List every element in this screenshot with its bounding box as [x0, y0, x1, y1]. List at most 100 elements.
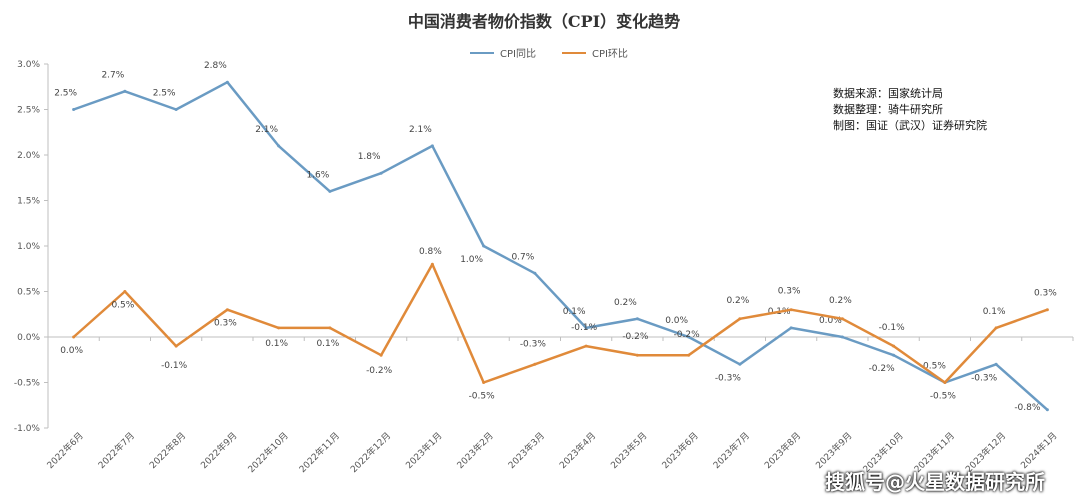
source-line: 数据来源：国家统计局 [833, 87, 943, 100]
data-label-yoy: 0.0% [819, 316, 842, 326]
data-label-mom: -0.1% [161, 361, 188, 371]
data-label-yoy: -0.8% [1014, 403, 1041, 413]
data-point-mom [840, 317, 844, 321]
data-label-mom: 0.0% [60, 346, 83, 356]
x-tick-label: 2023年7月 [711, 430, 752, 471]
data-label-yoy: -0.5% [920, 362, 947, 372]
data-label-yoy: 1.0% [460, 255, 483, 265]
data-label-mom: 0.5% [111, 301, 134, 311]
data-label-yoy: 1.6% [306, 170, 329, 180]
x-tick-label: 2023年2月 [454, 430, 495, 471]
data-point-mom [430, 262, 434, 266]
data-label-yoy: 2.5% [54, 89, 77, 99]
data-label-mom: 0.2% [726, 296, 749, 306]
source-line: 制图：国证（武汉）证券研究院 [833, 119, 987, 132]
source-line: 数据整理：骑牛研究所 [833, 103, 943, 116]
legend: CPI同比 CPI环比 [470, 45, 628, 60]
legend-label-yoy: CPI同比 [500, 49, 536, 60]
legend-item-mom: CPI环比 [561, 45, 628, 60]
data-point-mom [1045, 308, 1049, 312]
data-label-yoy: 0.0% [665, 316, 688, 326]
legend-swatch-mom [561, 51, 586, 54]
data-point-yoy [1045, 408, 1049, 412]
data-point-yoy [789, 326, 793, 330]
y-tick-label: 1.0% [17, 242, 40, 252]
x-tick-label: 2022年8月 [147, 430, 188, 471]
data-label-yoy: 2.7% [101, 70, 124, 80]
data-point-mom [738, 317, 742, 321]
data-point-mom [277, 326, 281, 330]
data-label-yoy: 0.7% [511, 252, 534, 262]
data-point-yoy [584, 326, 588, 330]
data-label-yoy: -0.3% [971, 373, 998, 383]
data-point-mom [789, 308, 793, 312]
data-label-yoy: 0.1% [563, 307, 586, 317]
y-tick-label: 2.0% [17, 151, 40, 161]
data-point-yoy [225, 80, 229, 84]
data-point-yoy [687, 335, 691, 339]
data-point-yoy [277, 144, 281, 148]
data-point-yoy [482, 244, 486, 248]
x-tick-label: 2023年3月 [506, 430, 547, 471]
x-tick-label: 2022年11月 [296, 430, 342, 476]
data-point-mom [174, 344, 178, 348]
data-point-yoy [738, 362, 742, 366]
watermark: 搜狐号@火星数据研究所 [825, 470, 1045, 494]
data-point-mom [533, 362, 537, 366]
data-point-yoy [174, 108, 178, 111]
data-label-mom: 0.1% [265, 339, 288, 349]
legend-item-yoy: CPI同比 [470, 45, 536, 60]
data-label-yoy: 0.2% [614, 298, 637, 308]
data-point-mom [482, 381, 486, 384]
data-point-mom [123, 290, 127, 293]
data-point-mom [379, 353, 383, 357]
data-point-mom [687, 353, 691, 357]
x-tick-label: 2022年7月 [96, 430, 137, 471]
data-point-mom [892, 344, 896, 348]
data-point-mom [225, 308, 229, 312]
data-label-mom: -0.3% [520, 339, 547, 349]
x-tick-label: 2023年6月 [659, 430, 700, 471]
y-tick-label: 2.5% [17, 106, 40, 116]
data-label-mom: -0.2% [622, 332, 649, 342]
x-tick-label: 2022年6月 [44, 430, 85, 471]
y-tick-label: -1.0% [14, 424, 41, 434]
data-label-mom: 0.3% [1034, 289, 1057, 299]
data-label-mom: -0.1% [879, 323, 906, 333]
x-tick-label: 2022年10月 [245, 430, 291, 476]
data-label-mom: 0.8% [419, 247, 442, 257]
data-point-mom [72, 335, 76, 339]
data-label-mom: 0.3% [214, 319, 237, 329]
x-tick-label: 2023年5月 [608, 430, 649, 471]
data-point-mom [584, 344, 588, 348]
y-tick-label: 0.5% [17, 288, 40, 298]
data-label-yoy: 2.5% [153, 89, 176, 99]
data-label-mom: 0.1% [983, 307, 1006, 317]
data-label-yoy: 1.8% [358, 152, 381, 162]
data-point-yoy [533, 271, 537, 275]
data-label-yoy: 2.8% [204, 61, 227, 71]
data-label-yoy: -0.2% [869, 364, 896, 374]
chart-title: 中国消费者物价指数（CPI）变化趋势 [407, 12, 681, 31]
data-label-yoy: -0.3% [715, 373, 742, 383]
data-label-mom: -0.1% [571, 323, 598, 333]
data-point-yoy [72, 108, 76, 111]
data-label-mom: 0.2% [829, 296, 852, 306]
y-tick-label: -0.5% [14, 379, 41, 389]
data-point-yoy [123, 89, 127, 93]
x-tick-label: 2023年9月 [813, 430, 854, 471]
x-tick-label: 2023年1月 [403, 430, 444, 471]
data-label-yoy: 2.1% [409, 125, 432, 135]
x-tick-label: 2022年12月 [348, 430, 394, 476]
x-tick-label: 2022年9月 [198, 430, 239, 471]
data-point-yoy [430, 144, 434, 148]
data-label-yoy: 2.1% [255, 125, 278, 135]
x-tick-label: 2023年8月 [762, 430, 803, 471]
data-point-mom [994, 326, 998, 330]
legend-swatch-yoy [470, 51, 494, 54]
data-point-yoy [892, 353, 896, 357]
source-notes: 数据来源：国家统计局 数据整理：骑牛研究所 制图：国证（武汉）证券研究院 [833, 86, 987, 134]
data-label-mom: 0.1% [316, 339, 339, 349]
data-point-yoy [379, 171, 383, 175]
